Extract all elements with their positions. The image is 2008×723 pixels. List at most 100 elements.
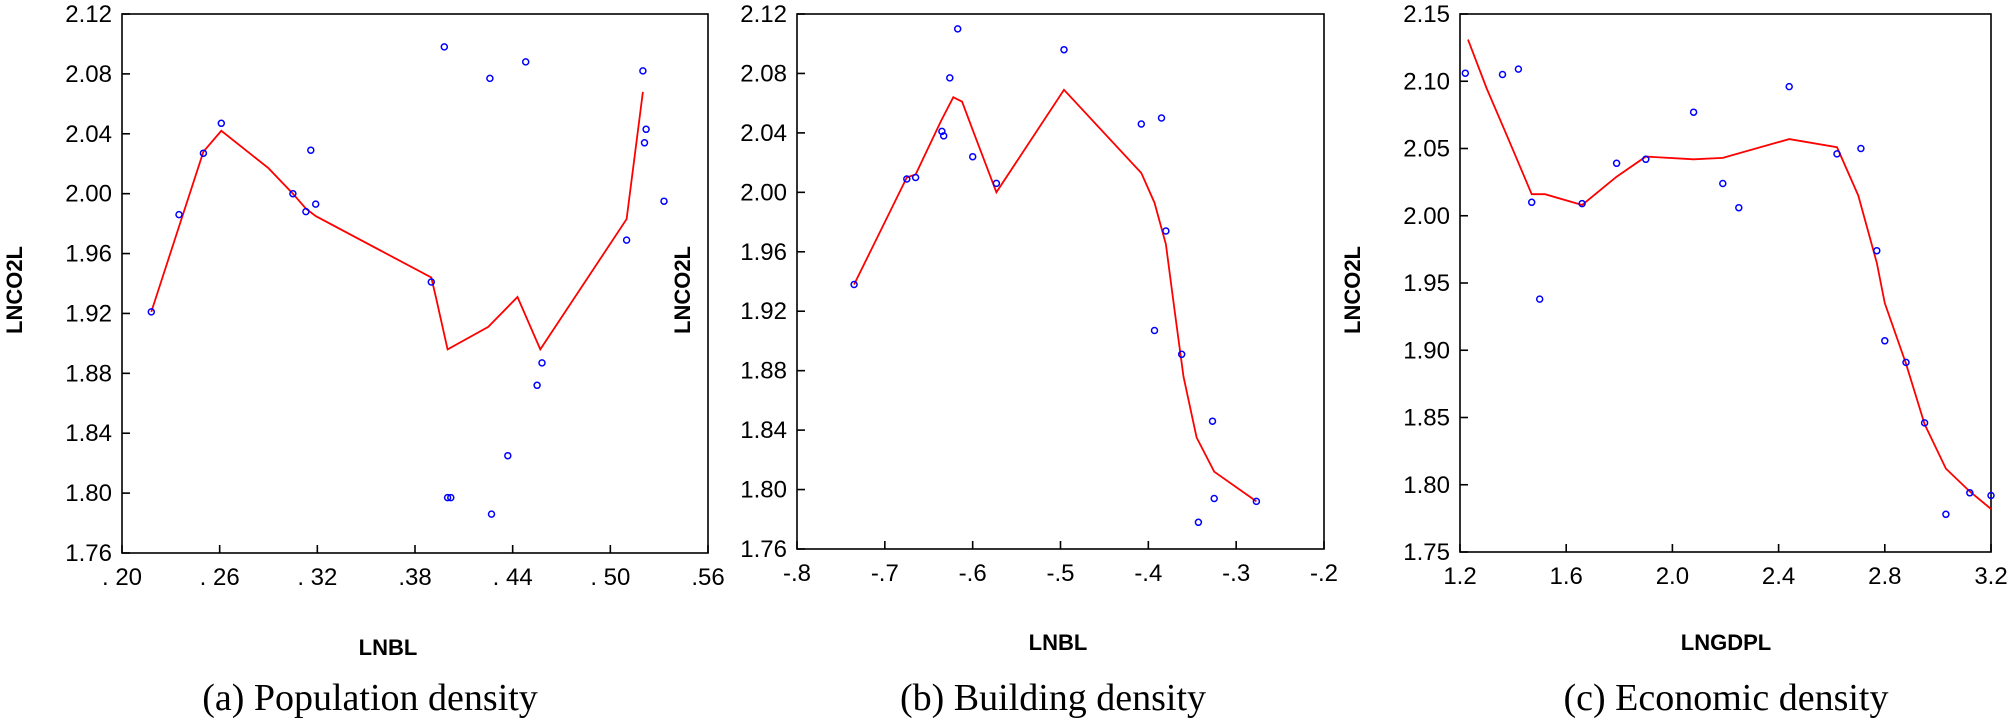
- panel-building-density: -.8 -.7 -.6 -.5 -.4 -.3 -.2 1.761.801.841.881.…: [670, 1, 1338, 719]
- y-tick-label: 2.15: [1403, 1, 1450, 28]
- x-tick-label: -.6: [959, 560, 987, 587]
- scatter-point: [1942, 510, 1950, 519]
- y-tick-label: 1.95: [1403, 270, 1450, 297]
- y-tick-label: 1.88: [65, 360, 112, 387]
- scatter-point: [521, 58, 530, 66]
- scatter-point: [1194, 518, 1203, 527]
- scatter-point: [903, 175, 911, 183]
- scatter-point: [504, 451, 512, 460]
- x-axis-title-c: LNGDPL: [1681, 630, 1771, 655]
- scatter-point: [642, 125, 650, 134]
- x-axis-title-a: LNBL: [359, 635, 418, 660]
- x-tick-label: . 44: [493, 564, 533, 591]
- plot-frame-a: [121, 13, 709, 554]
- x-tick-label: .38: [398, 564, 431, 591]
- x-tick-label: -.7: [871, 560, 899, 587]
- y-tick-label: 2.04: [740, 120, 787, 147]
- y-tick-label: 2.08: [65, 61, 112, 88]
- scatter-point: [1785, 82, 1793, 91]
- fit-line-path: [150, 91, 644, 352]
- y-tick-label: 1.76: [65, 540, 112, 567]
- y-tick-label: 2.00: [740, 179, 787, 206]
- scatter-point: [939, 132, 948, 140]
- scatter-point: [302, 207, 310, 216]
- y-tick-label: 2.05: [1403, 136, 1450, 163]
- fit-line-b: [853, 88, 1257, 503]
- scatter-points-a: [147, 43, 668, 518]
- y-tick-label: 1.80: [65, 480, 112, 507]
- y-tick-label: 2.08: [740, 60, 787, 87]
- panel-population-density: . 20. 26. 32.38. 44. 50.56 1.761.801.841…: [2, 1, 725, 719]
- scatter-point: [1177, 350, 1186, 359]
- scatter-point: [1857, 144, 1865, 153]
- x-tick-label: . 26: [200, 564, 240, 591]
- scatter-point: [1612, 159, 1621, 168]
- y-axis-ticks-c: 1.75 1.80 1.85 1.90 1.95 2.00 2.05 2.10 2.15: [1403, 1, 1468, 566]
- scatter-point: [486, 74, 494, 83]
- scatter-point: [946, 74, 954, 82]
- y-tick-label: 1.80: [740, 477, 787, 504]
- fit-line-path: [853, 88, 1257, 503]
- x-tick-label: -.8: [783, 560, 811, 587]
- scatter-point: [1833, 150, 1841, 158]
- y-tick-label: 2.12: [65, 1, 112, 28]
- x-tick-label: 1.6: [1550, 563, 1583, 590]
- scatter-point: [660, 197, 668, 205]
- y-tick-label: 1.88: [740, 358, 787, 385]
- scatter-point: [1881, 337, 1889, 345]
- scatter-points-c: [1461, 65, 1995, 519]
- scatter-point: [850, 280, 858, 289]
- scatter-point: [538, 359, 546, 367]
- caption-a: (a) Population density: [202, 677, 538, 719]
- scatter-point: [1208, 417, 1217, 425]
- scatter-point: [1902, 358, 1910, 367]
- scatter-point: [1157, 114, 1166, 122]
- y-axis-ticks-b: 1.76 1.80 1.84 1.88 1.92 1.96 2.00 2.04 2.08 2.12: [740, 1, 805, 563]
- scatter-point: [443, 493, 452, 502]
- y-tick-label: 2.00: [1403, 203, 1450, 230]
- y-tick-label: 2.00: [65, 181, 112, 208]
- x-tick-label: 2.0: [1656, 563, 1689, 590]
- scatter-point: [953, 25, 962, 33]
- scatter-point: [1719, 179, 1727, 188]
- x-tick-label: -.2: [1310, 560, 1338, 587]
- scatter-point: [147, 308, 156, 316]
- scatter-point: [1498, 70, 1507, 79]
- scatter-point: [640, 139, 649, 147]
- scatter-point: [1689, 108, 1698, 116]
- scatter-point: [199, 149, 208, 157]
- caption-b: (b) Building density: [900, 677, 1206, 719]
- scatter-point: [533, 381, 541, 390]
- caption-c: (c) Economic density: [1563, 677, 1888, 719]
- scatter-point: [311, 200, 320, 208]
- x-tick-label: -.3: [1222, 560, 1250, 587]
- x-tick-label: 1.2: [1443, 563, 1476, 590]
- scatter-point: [217, 119, 226, 128]
- x-tick-label: .56: [691, 564, 724, 591]
- scatter-point: [1966, 489, 1974, 497]
- x-axis-title-b: LNBL: [1029, 630, 1088, 655]
- y-tick-label: 1.84: [740, 417, 787, 444]
- scatter-point: [1987, 491, 1995, 500]
- x-tick-label: . 20: [102, 564, 142, 591]
- x-axis-ticks-b: -.8 -.7 -.6 -.5 -.4 -.3 -.2: [783, 541, 1338, 587]
- y-tick-label: 1.85: [1403, 405, 1450, 432]
- scatter-point: [1578, 199, 1586, 208]
- y-tick-label: 2.12: [740, 1, 787, 28]
- y-tick-label: 1.92: [65, 300, 112, 327]
- scatter-point: [1150, 326, 1159, 335]
- x-tick-label: . 32: [297, 564, 337, 591]
- scatter-points-b: [850, 25, 1261, 527]
- scatter-point: [440, 43, 449, 51]
- scatter-point: [1252, 497, 1261, 506]
- plot-frame-c: [1459, 13, 1992, 553]
- y-tick-label: 2.10: [1403, 68, 1450, 95]
- scatter-point: [1535, 295, 1544, 303]
- scatter-point: [1920, 419, 1929, 427]
- scatter-point: [1210, 494, 1218, 503]
- x-tick-label: . 50: [590, 564, 630, 591]
- scatter-point: [1137, 120, 1146, 128]
- y-tick-label: 1.76: [740, 536, 787, 563]
- x-tick-label: -.4: [1134, 560, 1162, 587]
